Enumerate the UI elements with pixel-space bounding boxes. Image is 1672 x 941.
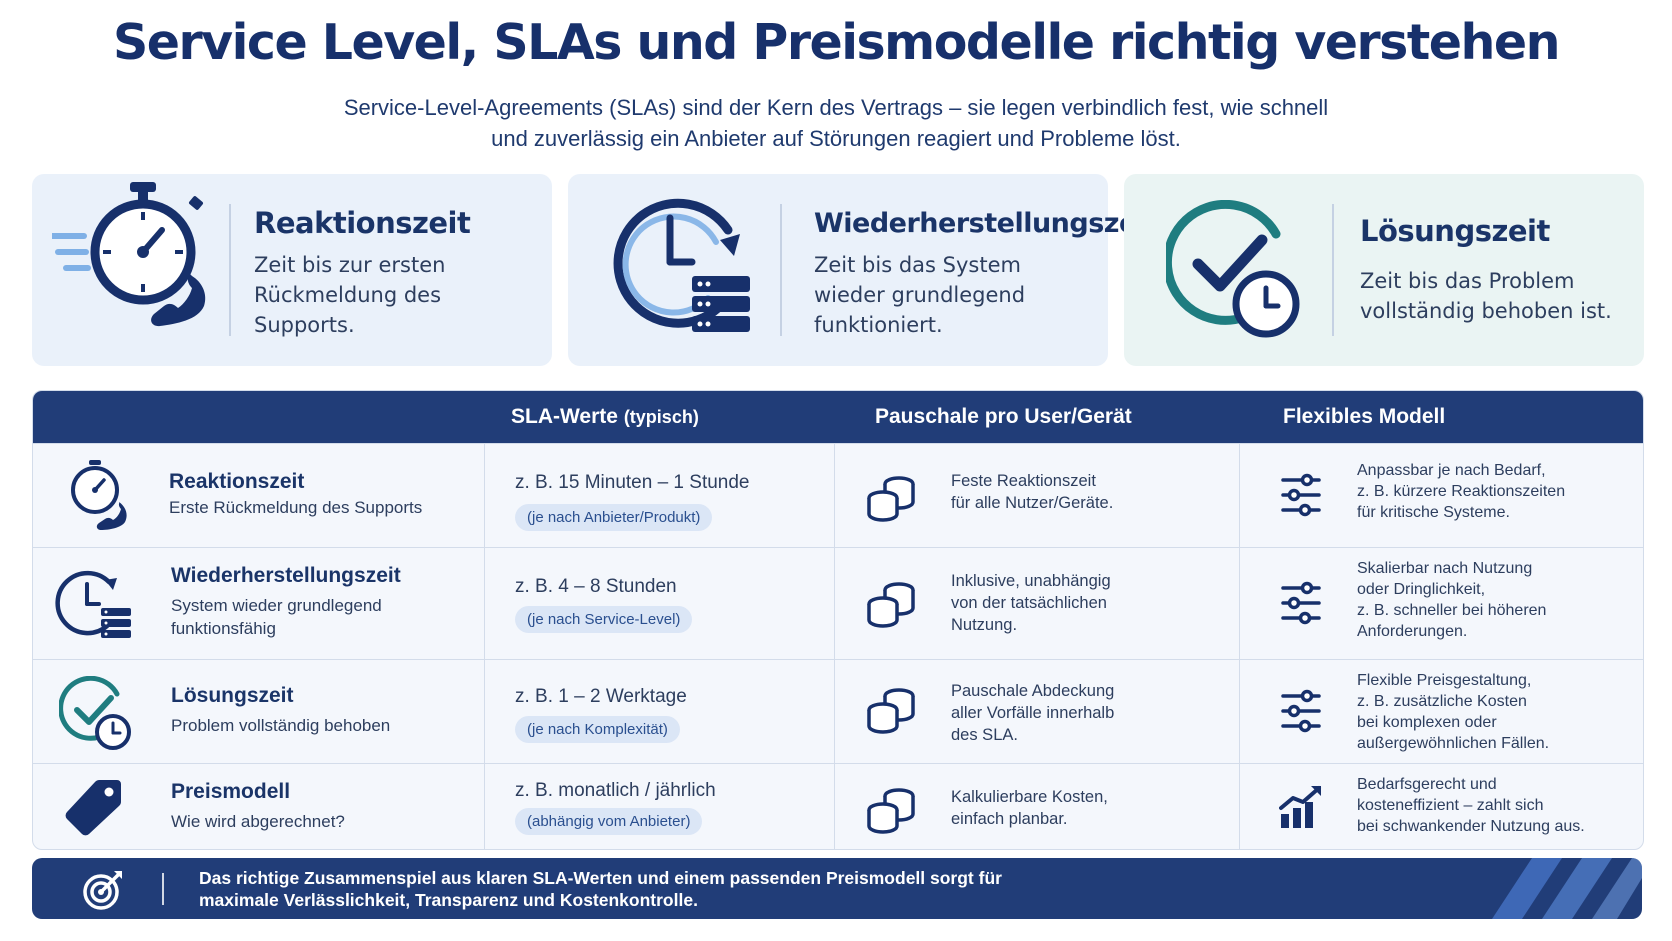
coins-icon: [867, 688, 915, 734]
page-subtitle: Service-Level-Agreements (SLAs) sind der…: [343, 95, 1329, 151]
table-row: Reaktionszeit Erste Rückmeldung des Supp…: [33, 443, 1643, 548]
sla-note-badge: (je nach Komplexität): [515, 716, 680, 743]
sla-value: z. B. 1 – 2 Werktage: [515, 686, 687, 707]
flex-model-text: Bedarfsgerecht und kosteneffizient – zah…: [1357, 776, 1585, 835]
row-subtitle: System wieder grundlegend funktionsfähig: [171, 596, 382, 638]
header-sla: SLA-Werte (typisch): [511, 405, 699, 428]
row-title: Preismodell: [171, 780, 291, 803]
card-divider: [1332, 204, 1334, 336]
price-tag-icon: [65, 779, 122, 836]
sla-value: z. B. monatlich / jährlich: [515, 780, 716, 801]
coins-icon: [867, 476, 915, 522]
banner-text: Das richtige Zusammenspiel aus klaren SL…: [199, 868, 1002, 910]
sla-note-badge: (je nach Service-Level): [515, 606, 693, 633]
table-row: Lösungszeit Problem vollständig behoben …: [33, 659, 1643, 764]
check-clock-icon: [59, 676, 131, 750]
card-wiederherstellungszeit: Wiederherstellungszeit Zeit bis das Syst…: [568, 174, 1158, 366]
sliders-icon: [1281, 689, 1321, 733]
sla-value: z. B. 15 Minuten – 1 Stunde: [515, 472, 750, 493]
flex-model-text: Anpassbar je nach Bedarf, z. B. kürzere …: [1357, 462, 1566, 521]
flex-model-text: Skalierbar nach Nutzung oder Dringlichke…: [1357, 560, 1547, 640]
card-title: Lösungszeit: [1360, 214, 1550, 248]
sliders-icon: [1281, 581, 1321, 625]
target-icon: [83, 871, 122, 910]
card-reaktionszeit: Reaktionszeit Zeit bis zur ersten Rückme…: [32, 174, 552, 366]
flex-model-text: Flexible Preisgestaltung, z. B. zusätzli…: [1357, 672, 1550, 752]
sliders-icon: [1281, 473, 1321, 517]
flat-rate-text: Pauschale Abdeckung aller Vorfälle inner…: [951, 682, 1115, 744]
flat-rate-text: Inklusive, unabhängig von der tatsächlic…: [951, 572, 1111, 634]
check-clock-icon: [1166, 200, 1300, 338]
coins-icon: [867, 582, 915, 628]
row-subtitle: Erste Rückmeldung des Supports: [169, 498, 423, 517]
stopwatch-phone-icon: [52, 182, 206, 327]
comparison-table: SLA-Werte (typisch) Pauschale pro User/G…: [32, 390, 1644, 850]
sla-value: z. B. 4 – 8 Stunden: [515, 576, 677, 597]
header-flat: Pauschale pro User/Gerät: [875, 405, 1132, 428]
clock-server-icon: [55, 570, 131, 638]
header-flex: Flexibles Modell: [1283, 405, 1446, 428]
clock-server-icon: [613, 198, 750, 332]
summary-banner: Das richtige Zusammenspiel aus klaren SL…: [32, 858, 1642, 919]
row-title: Wiederherstellungszeit: [171, 564, 401, 587]
table-header: SLA-Werte (typisch) Pauschale pro User/G…: [33, 391, 1643, 443]
page-title: Service Level, SLAs und Preismodelle ric…: [112, 14, 1561, 71]
card-description: Zeit bis zur ersten Rückmeldung des Supp…: [254, 253, 446, 337]
sla-note-badge: (abhängig vom Anbieter): [515, 808, 703, 835]
card-divider: [229, 204, 231, 336]
card-title: Wiederherstellungszeit: [814, 208, 1158, 239]
coins-icon: [867, 788, 915, 834]
row-subtitle: Wie wird abgerechnet?: [171, 812, 345, 831]
column-divider: [484, 443, 485, 849]
growth-chart-icon: [1279, 786, 1321, 828]
table-row: Preismodell Wie wird abgerechnet? z. B. …: [33, 763, 1643, 849]
card-description: Zeit bis das System wieder grundlegend f…: [814, 253, 1026, 337]
column-divider: [1239, 443, 1240, 849]
card-loesungszeit: Lösungszeit Zeit bis das Problem vollstä…: [1124, 174, 1644, 366]
table-row: Wiederherstellungszeit System wieder gru…: [33, 547, 1643, 660]
sla-note-badge: (je nach Anbieter/Produkt): [515, 504, 713, 531]
flat-rate-text: Kalkulierbare Kosten, einfach planbar.: [951, 788, 1108, 828]
card-divider: [780, 204, 782, 336]
decorative-stripes: [1492, 858, 1642, 919]
row-subtitle: Problem vollständig behoben: [171, 716, 391, 735]
flat-rate-text: Feste Reaktionszeit für alle Nutzer/Gerä…: [951, 472, 1114, 512]
row-title: Lösungszeit: [171, 684, 294, 707]
column-divider: [834, 443, 835, 849]
stopwatch-phone-icon: [71, 460, 127, 530]
card-description: Zeit bis das Problem vollständig behoben…: [1360, 269, 1612, 323]
banner-divider: [162, 873, 164, 905]
row-title: Reaktionszeit: [169, 470, 305, 493]
card-title: Reaktionszeit: [254, 206, 471, 240]
